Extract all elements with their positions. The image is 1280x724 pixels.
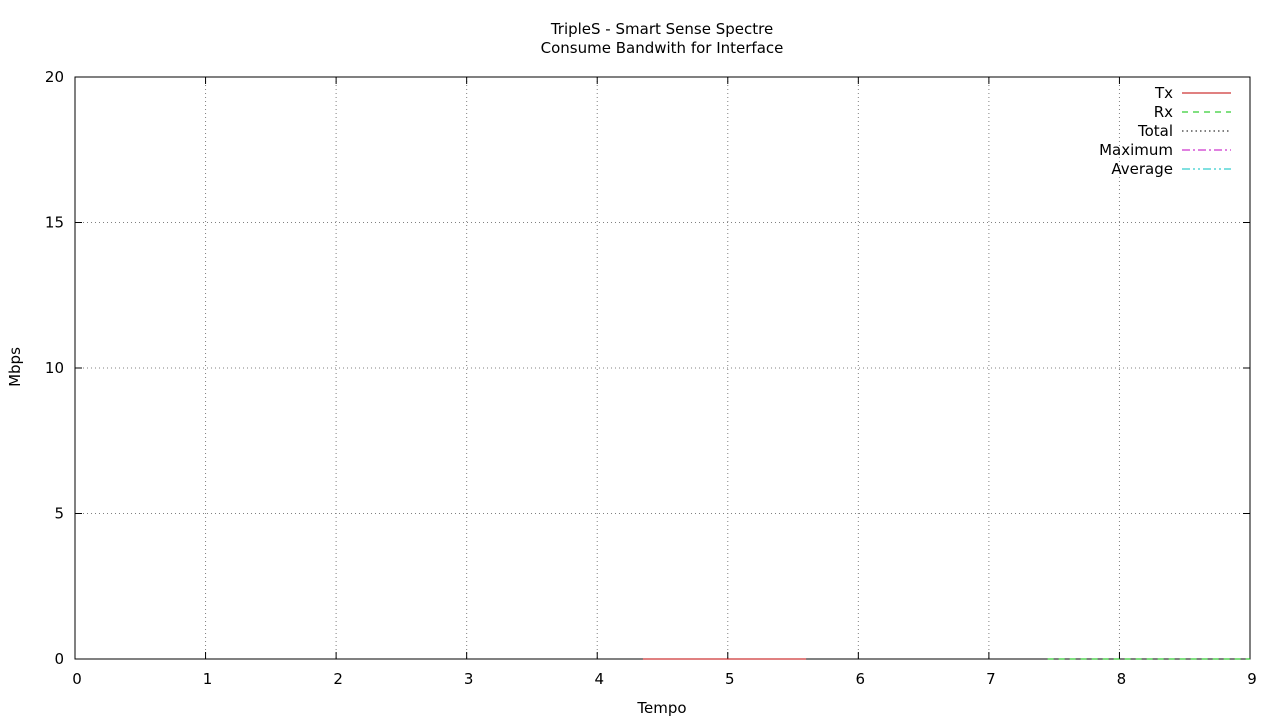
- legend-entry-tx: Tx: [1154, 84, 1231, 102]
- chart-title: TripleS - Smart Sense Spectre: [550, 20, 773, 38]
- chart-subtitle: Consume Bandwith for Interface: [541, 39, 784, 57]
- x-tick-label: 5: [725, 670, 735, 688]
- x-axis-label: Tempo: [636, 699, 686, 717]
- legend-entry-average: Average: [1111, 160, 1231, 178]
- x-tick-label: 0: [72, 670, 82, 688]
- y-tick-label: 20: [45, 68, 64, 86]
- x-tick-label: 7: [986, 670, 996, 688]
- x-tick-label: 9: [1247, 670, 1257, 688]
- legend-label: Rx: [1154, 103, 1173, 121]
- x-tick-label: 1: [203, 670, 213, 688]
- axis-ticks: 0 1 2 3 4 5 6 7 8 9 0 5 10 15 20: [45, 68, 1257, 688]
- x-tick-label: 2: [333, 670, 343, 688]
- legend-label: Tx: [1154, 84, 1173, 102]
- legend-label: Average: [1111, 160, 1173, 178]
- legend-entry-maximum: Maximum: [1099, 141, 1231, 159]
- y-tick-label: 10: [45, 359, 64, 377]
- legend-label: Total: [1137, 122, 1173, 140]
- x-tick-label: 8: [1117, 670, 1127, 688]
- legend-label: Maximum: [1099, 141, 1173, 159]
- legend-entry-rx: Rx: [1154, 103, 1231, 121]
- y-axis-label: Mbps: [6, 347, 24, 387]
- y-tick-label: 5: [54, 505, 64, 523]
- legend-entry-total: Total: [1137, 122, 1231, 140]
- x-tick-label: 6: [856, 670, 866, 688]
- y-tick-label: 15: [45, 214, 64, 232]
- x-tick-label: 3: [464, 670, 474, 688]
- y-tick-label: 0: [54, 650, 64, 668]
- grid-lines: [75, 77, 1250, 659]
- x-tick-label: 4: [594, 670, 604, 688]
